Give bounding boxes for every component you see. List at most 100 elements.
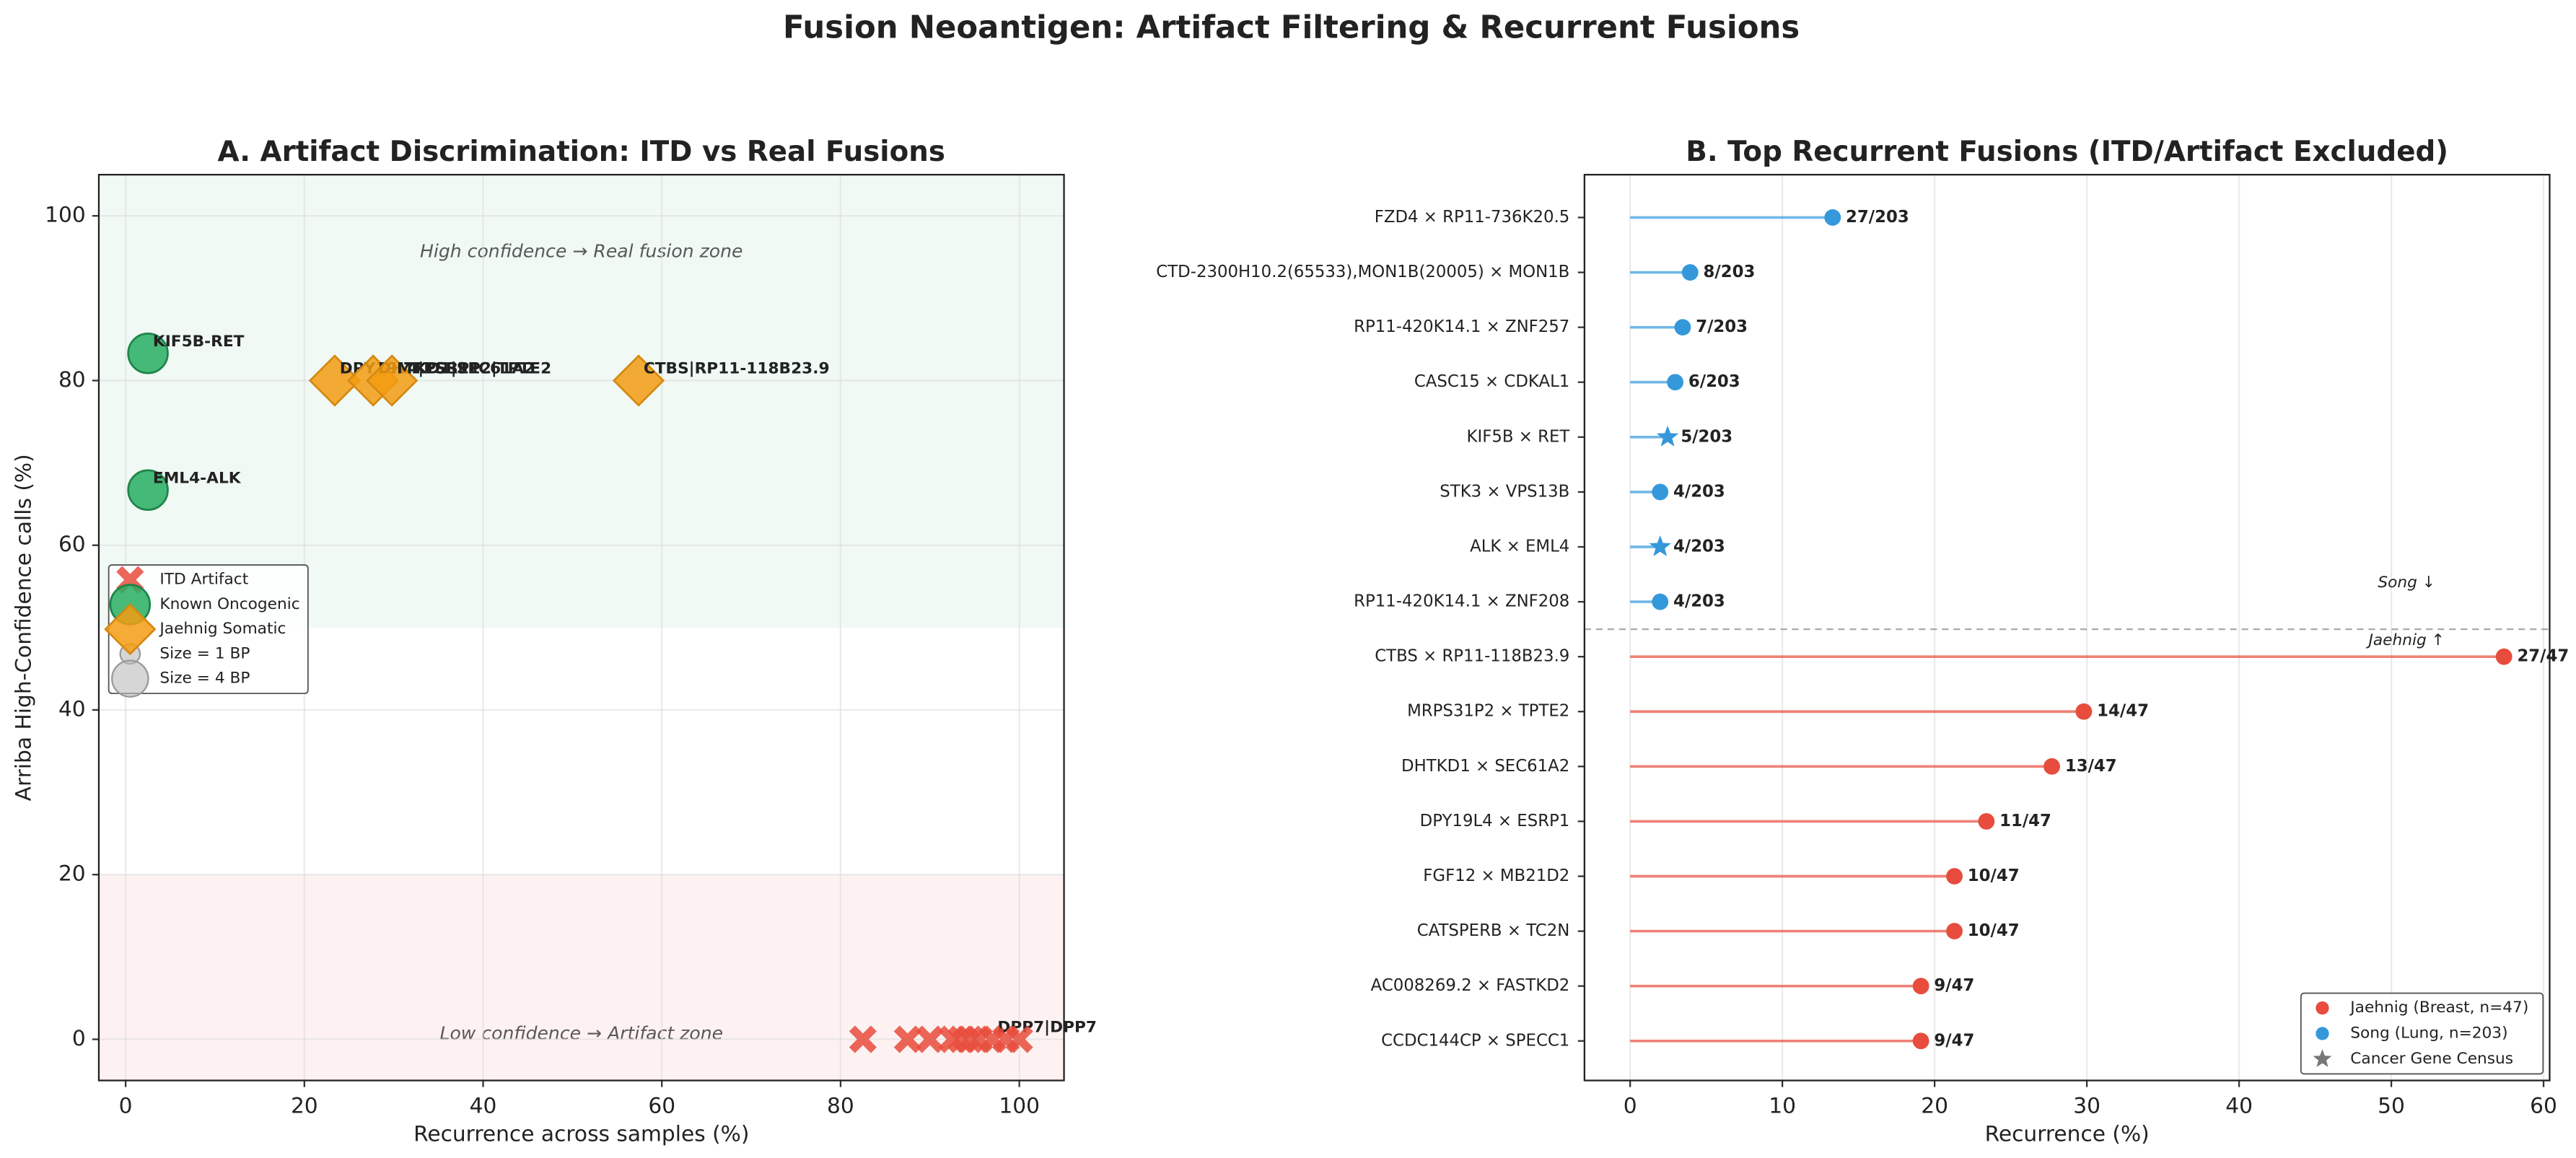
value-label: 13/47 [2065,757,2117,776]
category-label: CCDC144CP × SPECC1 [1381,1031,1569,1050]
y-tick-label: 40 [58,696,86,721]
lollipop-head [2495,648,2513,665]
zone-label: Low confidence → Artifact zone [439,1023,723,1044]
x-axis-label: Recurrence across samples (%) [413,1120,749,1146]
category-label: CATSPERB × TC2N [1417,921,1570,940]
category-label: CTD-2300H10.2(65533),MON1B(20005) × MON1… [1156,263,1569,281]
legend-frame [2300,992,2544,1075]
category-label: FZD4 × RP11-736K20.5 [1375,208,1570,227]
lollipop-head [1652,483,1669,501]
point [127,333,169,374]
category-label: RP11-420K14.1 × ZNF257 [1354,317,1569,336]
y-tick-label: 20 [58,861,86,886]
legend-marker [2316,1001,2329,1015]
x-tick-label: 80 [827,1093,854,1118]
annotation: Song ↓ [2378,574,2435,592]
value-label: 14/47 [2097,702,2149,721]
y-tick-label: 100 [45,202,86,227]
point [308,354,362,407]
value-label: 11/47 [1999,812,2051,830]
point [366,354,419,407]
lollipop-head [1649,535,1671,556]
lollipop-head [1946,868,1963,885]
point [916,1025,944,1053]
x-axis-label: Recurrence (%) [1985,1120,2150,1146]
axes-frame [97,173,1065,1082]
y-tick-label: 60 [58,531,86,556]
category-label: STK3 × VPS13B [1440,482,1569,501]
point [612,354,665,407]
legend-label: Jaehnig Somatic [158,620,286,638]
category-label: FGF12 × MB21D2 [1423,867,1569,885]
lollipop-head [1674,319,1691,336]
value-label: 27/47 [2517,647,2569,666]
value-label: 5/203 [1681,427,1732,446]
y-tick-label: 80 [58,367,86,392]
annotation: Jaehnig ↑ [2366,631,2445,649]
lollipop-head [1912,978,1929,995]
x-tick-label: 0 [119,1093,133,1118]
legend-label: Song (Lung, n=203) [2350,1025,2507,1043]
legend-marker [104,602,157,656]
x-tick-label: 60 [648,1093,675,1118]
legend-label: Known Oncogenic [159,595,299,613]
x-tick-label: 100 [999,1093,1040,1118]
point-label: KIF5B-RET [153,333,245,351]
category-label: AC008269.2 × FASTKD2 [1371,976,1570,995]
panel-title: B. Top Recurrent Fusions (ITD/Artifact E… [1686,136,2448,168]
point [127,469,169,511]
x-tick-label: 0 [1624,1093,1637,1118]
x-tick-label: 20 [291,1093,318,1118]
value-label: 9/47 [1934,1031,1974,1050]
legend-label: Size = 4 BP [159,670,250,688]
category-label: DPY19L4 × ESRP1 [1420,812,1570,830]
legend-marker [2313,1049,2332,1067]
legend-label: Jaehnig (Breast, n=47) [2349,999,2528,1017]
legend-marker [111,659,149,698]
category-label: ALK × EML4 [1470,537,1569,556]
axes-frame [1583,173,2551,1082]
x-tick-label: 20 [1921,1093,1948,1118]
point-label: CTBS|RP11-118B23.9 [644,359,830,377]
category-label: CASC15 × CDKAL1 [1414,372,1569,391]
value-label: 4/203 [1673,592,1725,611]
x-tick-label: 10 [1769,1093,1796,1118]
lollipop-head [1681,264,1699,281]
lollipop-head [1912,1032,1929,1050]
point [893,1025,921,1053]
value-label: 4/203 [1673,537,1725,556]
lollipop-head [1946,923,1963,940]
legend: Jaehnig (Breast, n=47) Song (Lung, n=203)… [2300,992,2544,1075]
figure-title: Fusion Neoantigen: Artifact Filtering & … [783,10,1800,46]
y-axis-label: Arriba High-Confidence calls (%) [11,454,36,801]
legend-label: Size = 1 BP [159,644,250,662]
lollipop-head [1652,593,1669,610]
value-label: 8/203 [1704,263,1756,281]
zone-label: High confidence → Real fusion zone [420,240,743,261]
panel-title: A. Artifact Discrimination: ITD vs Real … [218,136,945,168]
y-tick-label: 0 [72,1025,86,1050]
x-tick-label: 50 [2378,1093,2405,1118]
value-label: 6/203 [1688,372,1740,391]
confidence-zone [98,175,1064,628]
legend-marker [2316,1027,2329,1040]
legend-label: Cancer Gene Census [2350,1050,2513,1068]
x-tick-label: 60 [2530,1093,2557,1118]
legend-label: ITD Artifact [159,571,248,589]
lollipop-head [1667,374,1684,391]
value-label: 4/203 [1673,482,1725,501]
category-label: DHTKD1 × SEC61A2 [1401,757,1569,776]
point-label: EML4-ALK [153,469,242,487]
category-label: MRPS31P2 × TPTE2 [1407,702,1569,721]
value-label: 27/203 [1846,208,1909,227]
point [849,1025,877,1053]
point [1005,1025,1033,1053]
legend: ITD Artifact Known Oncogenic Jaehnig Somat… [108,564,309,698]
value-label: 10/47 [1968,867,2020,885]
category-label: RP11-420K14.1 × ZNF208 [1354,592,1569,611]
lollipop-head [2075,703,2093,720]
point-label: MRPS31P2|TPTE2 [397,359,551,377]
